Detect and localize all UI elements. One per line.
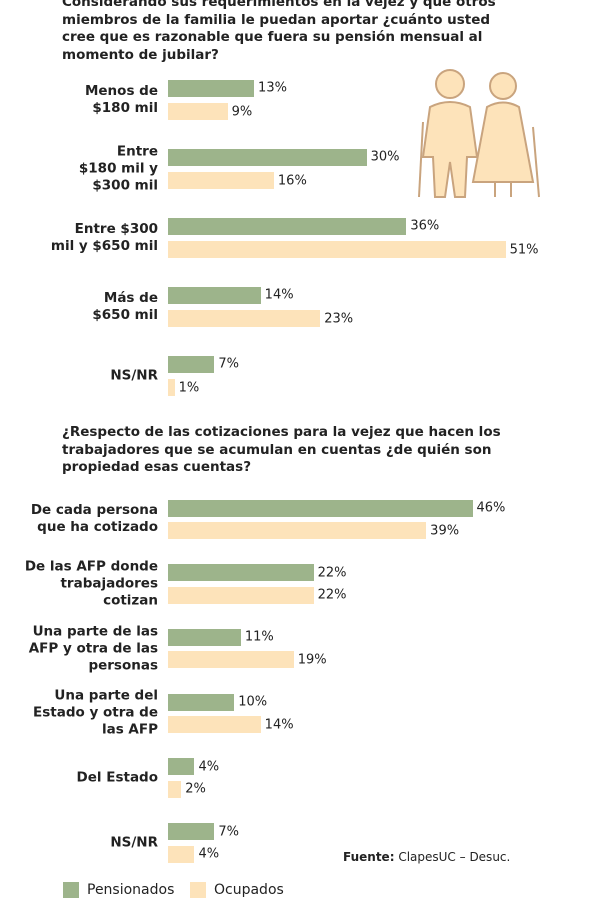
value-label: 9% [231, 104, 253, 119]
category-label: NS/NR [110, 367, 158, 384]
bar [168, 310, 321, 327]
bar [168, 148, 367, 166]
value-label: 22% [317, 587, 347, 603]
value-label: 2% [185, 781, 206, 797]
legend-label: Pensionados [87, 882, 175, 898]
value-label: 4% [198, 846, 220, 862]
bar [168, 79, 255, 97]
category-label: Menos de $180 mil [84, 82, 158, 116]
category-label: Del Estado [76, 769, 158, 786]
value-label: 23% [324, 311, 354, 326]
bar [168, 628, 241, 646]
bar [168, 499, 473, 517]
bar [168, 780, 182, 798]
value-label: 10% [238, 694, 268, 710]
value-label: 30% [370, 149, 400, 165]
category-label: Más de $650 mil [92, 289, 158, 323]
value-label: 13% [258, 80, 287, 96]
bar [168, 845, 195, 863]
value-label: 36% [410, 218, 440, 234]
bar [168, 758, 195, 776]
value-label: 51% [509, 242, 539, 257]
category-label: Una parte de las AFP y otra de las perso… [28, 623, 158, 674]
value-label: 4% [198, 759, 220, 775]
bar [168, 379, 175, 396]
source-label: Fuente: [343, 850, 395, 864]
bar [168, 172, 274, 189]
bar [168, 355, 215, 373]
category-label: De las AFP donde trabajadores cotizan [24, 558, 158, 609]
value-label: 7% [218, 824, 239, 839]
value-label: 22% [317, 565, 347, 581]
category-label: Entre $180 mil y $300 mil [78, 143, 158, 194]
bar [168, 823, 215, 840]
legend-swatch [63, 882, 79, 898]
value-label: 46% [476, 500, 506, 516]
value-label: 7% [218, 356, 239, 372]
bar [168, 716, 261, 734]
value-label: 14% [264, 287, 294, 303]
value-label: 16% [277, 173, 307, 188]
bar [168, 286, 261, 304]
value-label: 11% [244, 629, 274, 645]
chart-title: ¿Respecto de las cotizaciones para la ve… [62, 424, 501, 475]
category-label: Entre $300 mil y $650 mil [50, 220, 158, 254]
category-label: NS/NR [110, 834, 158, 851]
value-label: 39% [430, 523, 460, 538]
value-label: 14% [264, 717, 294, 733]
bar [168, 586, 314, 604]
category-label: De cada persona que ha cotizado [30, 502, 158, 536]
chart-title: Considerando sus requerimientos en la ve… [62, 0, 496, 63]
source-text: ClapesUC – Desuc. [398, 850, 511, 864]
bar [168, 564, 314, 582]
bar [168, 241, 506, 258]
legend-swatch [190, 882, 206, 898]
source: Fuente: ClapesUC – Desuc. [343, 850, 510, 864]
bar [168, 522, 427, 539]
illustration [418, 69, 540, 198]
value-label: 1% [178, 380, 200, 395]
legend-label: Ocupados [214, 882, 284, 898]
bar [168, 693, 235, 711]
bar [168, 103, 228, 120]
bar [168, 651, 294, 669]
bar [168, 217, 407, 235]
value-label: 19% [297, 652, 327, 668]
category-label: Una parte del Estado y otra de las AFP [33, 687, 158, 738]
